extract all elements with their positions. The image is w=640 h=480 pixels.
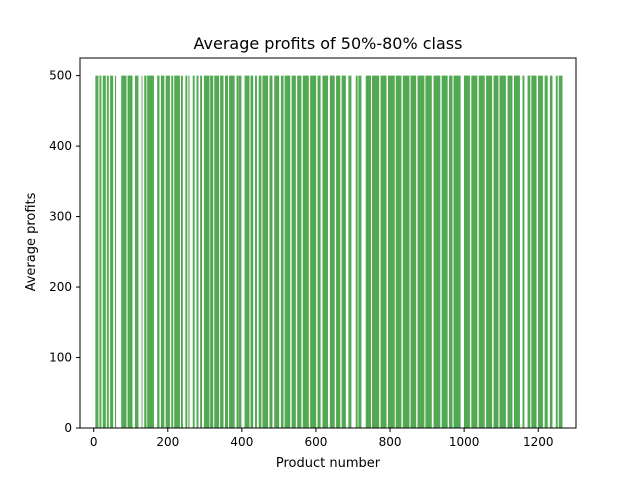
y-tick-label: 100	[49, 351, 72, 365]
y-axis-label: Average profits	[24, 192, 39, 291]
x-tick-label: 0	[90, 435, 98, 449]
x-axis-ticks: 0 200 400 600 800 1000 1200	[90, 428, 554, 449]
x-tick-label: 1000	[449, 435, 480, 449]
x-tick-label: 400	[230, 435, 253, 449]
y-tick-label: 0	[64, 421, 72, 435]
x-tick-label: 800	[379, 435, 402, 449]
y-axis-ticks: 0 100 200 300 400 500	[49, 69, 80, 435]
y-tick-label: 400	[49, 139, 72, 153]
x-tick-label: 1200	[523, 435, 554, 449]
x-axis-label: Product number	[276, 456, 381, 471]
y-tick-label: 300	[49, 210, 72, 224]
x-tick-label: 600	[305, 435, 328, 449]
chart-title: Average profits of 50%-80% class	[194, 34, 463, 53]
y-tick-label: 200	[49, 280, 72, 294]
x-tick-label: 200	[156, 435, 179, 449]
bars-group	[95, 75, 563, 429]
y-tick-label: 500	[49, 69, 72, 83]
plot-frame	[79, 57, 577, 429]
